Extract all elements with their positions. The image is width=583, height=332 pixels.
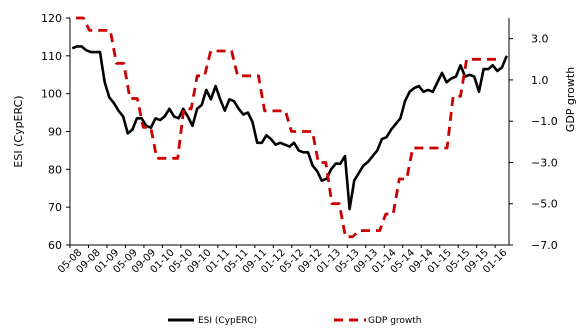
right-tick-label: −5.0 bbox=[531, 198, 558, 211]
left-tick-label: 110 bbox=[41, 50, 62, 63]
axes-layer bbox=[66, 17, 513, 248]
legend: ESI (CypERC) GDP growth bbox=[168, 316, 422, 326]
right-tick-label: −7.0 bbox=[531, 239, 558, 252]
left-tick-label: 100 bbox=[41, 88, 62, 101]
left-tick-label: 120 bbox=[41, 12, 62, 25]
right-tick-label: 1.0 bbox=[531, 74, 549, 87]
left-tick-label: 80 bbox=[48, 163, 62, 176]
right-axis-title: GDP growth bbox=[564, 67, 577, 132]
right-tick-label: −1.0 bbox=[531, 115, 558, 128]
legend-label-gdp: GDP growth bbox=[368, 316, 422, 326]
left-tick-label: 60 bbox=[48, 239, 62, 252]
series-line-gdp bbox=[76, 16, 501, 239]
right-tick-label: 3.0 bbox=[531, 33, 549, 46]
legend-label-esi: ESI (CypERC) bbox=[198, 316, 257, 326]
right-tick-label: −3.0 bbox=[531, 156, 558, 169]
left-tick-label: 70 bbox=[48, 201, 62, 214]
left-tick-label: 90 bbox=[48, 126, 62, 139]
series-layer bbox=[71, 16, 508, 239]
left-axis-title: ESI (CypERC) bbox=[12, 95, 25, 167]
series-line-esi bbox=[71, 45, 508, 211]
